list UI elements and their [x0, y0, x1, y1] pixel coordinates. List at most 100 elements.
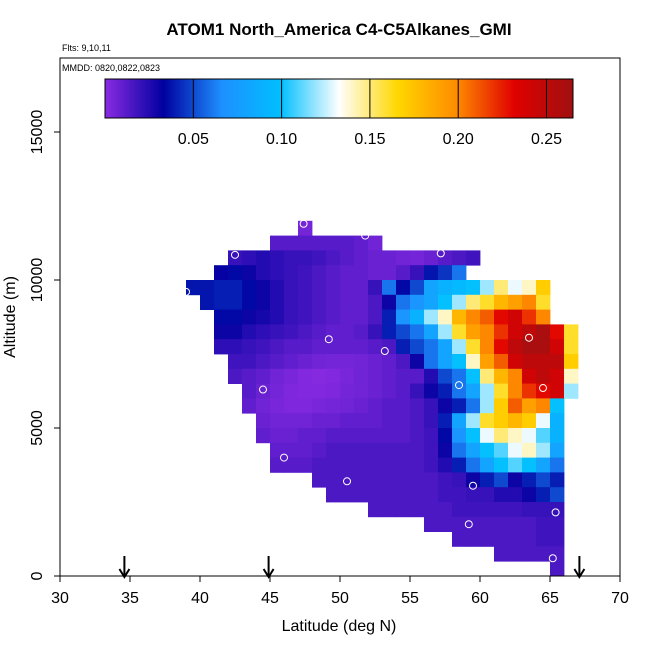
heatmap-cell [228, 354, 243, 370]
heatmap-cell [368, 265, 383, 281]
heatmap-cell [298, 442, 313, 458]
heatmap-cell [340, 442, 355, 458]
heatmap-cell [354, 235, 369, 251]
heatmap-cell [298, 413, 313, 429]
heatmap-cell [368, 398, 383, 414]
heatmap-cell [424, 457, 439, 473]
heatmap-cell [340, 235, 355, 251]
heatmap-cell [410, 457, 425, 473]
latitude-arrows [118, 556, 586, 579]
heatmap-cell [256, 265, 271, 281]
heatmap-cell [550, 339, 565, 355]
heatmap-cell [284, 428, 299, 444]
heatmap-cell [508, 487, 523, 503]
heatmap-cell [340, 398, 355, 414]
heatmap-cell [466, 250, 481, 266]
heatmap-cell [452, 339, 467, 355]
heatmap-cell [480, 502, 495, 518]
heatmap-cell [564, 368, 579, 384]
heatmap-cell [396, 294, 411, 310]
x-tick-label: 50 [331, 590, 349, 607]
colorbar-tick-label: 0.25 [531, 131, 562, 148]
heatmap-cell [340, 280, 355, 296]
heatmap-cell [424, 294, 439, 310]
heatmap-cell [396, 398, 411, 414]
heatmap-cell [494, 546, 509, 562]
heatmap-cell [326, 324, 341, 340]
heatmap-cell [326, 398, 341, 414]
heatmap-cell [256, 309, 271, 325]
heatmap-cell [536, 428, 551, 444]
heatmap-cell [270, 235, 285, 251]
heatmap-cell [466, 428, 481, 444]
heatmap-cell [508, 383, 523, 399]
heatmap-cell [522, 428, 537, 444]
heatmap-cell [480, 398, 495, 414]
heatmap-cell [536, 294, 551, 310]
heatmap-cell [228, 265, 243, 281]
heatmap-cell [536, 487, 551, 503]
y-tick-label: 5000 [29, 410, 46, 446]
heatmap-cell [438, 472, 453, 488]
heatmap-cell [508, 457, 523, 473]
heatmap-cell [256, 398, 271, 414]
heatmap-cell [480, 413, 495, 429]
heatmap-cell [494, 280, 509, 296]
heatmap-cell [396, 250, 411, 266]
heatmap-cell [480, 457, 495, 473]
heatmap-cell [494, 324, 509, 340]
heatmap-cell [424, 280, 439, 296]
heatmap-cell [354, 280, 369, 296]
heatmap-cell [438, 398, 453, 414]
heatmap-cell [368, 457, 383, 473]
flight-point [539, 384, 547, 393]
heatmap-cell [298, 398, 313, 414]
heatmap-cell [340, 428, 355, 444]
heatmap-cell [550, 398, 565, 414]
heatmap-cell [452, 502, 467, 518]
flight-point [259, 385, 267, 394]
heatmap-cell [214, 339, 229, 355]
heatmap-cell [494, 383, 509, 399]
heatmap-cell [396, 487, 411, 503]
heatmap-cell [312, 354, 327, 370]
x-tick-label: 35 [121, 590, 139, 607]
heatmap-cell [312, 442, 327, 458]
heatmap-cell [298, 250, 313, 266]
heatmap-cell [396, 502, 411, 518]
heatmap-cell [228, 280, 243, 296]
flight-points [182, 219, 560, 563]
heatmap-cell [410, 309, 425, 325]
heatmap-cell [536, 339, 551, 355]
heatmap-cell [270, 383, 285, 399]
heatmap-cell [354, 324, 369, 340]
heatmap-cell [438, 250, 453, 266]
heatmap-cell [508, 339, 523, 355]
heatmap-cell [382, 354, 397, 370]
down-arrow-icon [573, 568, 586, 579]
heatmap-cell [494, 428, 509, 444]
heatmap-cell [508, 442, 523, 458]
heatmap-cell [312, 294, 327, 310]
heatmap-cell [522, 324, 537, 340]
heatmap-cell [522, 339, 537, 355]
heatmap-cell [494, 472, 509, 488]
heatmap-cell [396, 428, 411, 444]
heatmap-cell [340, 265, 355, 281]
heatmap-cell [522, 487, 537, 503]
heatmap-cell [242, 324, 257, 340]
heatmap-cell [466, 368, 481, 384]
colorbar-ticks: 0.05 0.10 0.15 0.20 0.25 [178, 79, 562, 148]
heatmap-cell [508, 309, 523, 325]
heatmap-cell [522, 516, 537, 532]
heatmap-cell [438, 457, 453, 473]
heatmap-cell [186, 280, 201, 296]
heatmap-cell [382, 324, 397, 340]
colorbar-tick-label: 0.05 [178, 131, 209, 148]
heatmap-cell [564, 383, 579, 399]
heatmap-cell [480, 383, 495, 399]
heatmap-cell [550, 531, 565, 547]
heatmap-cell [298, 265, 313, 281]
heatmap-cell [480, 354, 495, 370]
heatmap-cell [312, 428, 327, 444]
